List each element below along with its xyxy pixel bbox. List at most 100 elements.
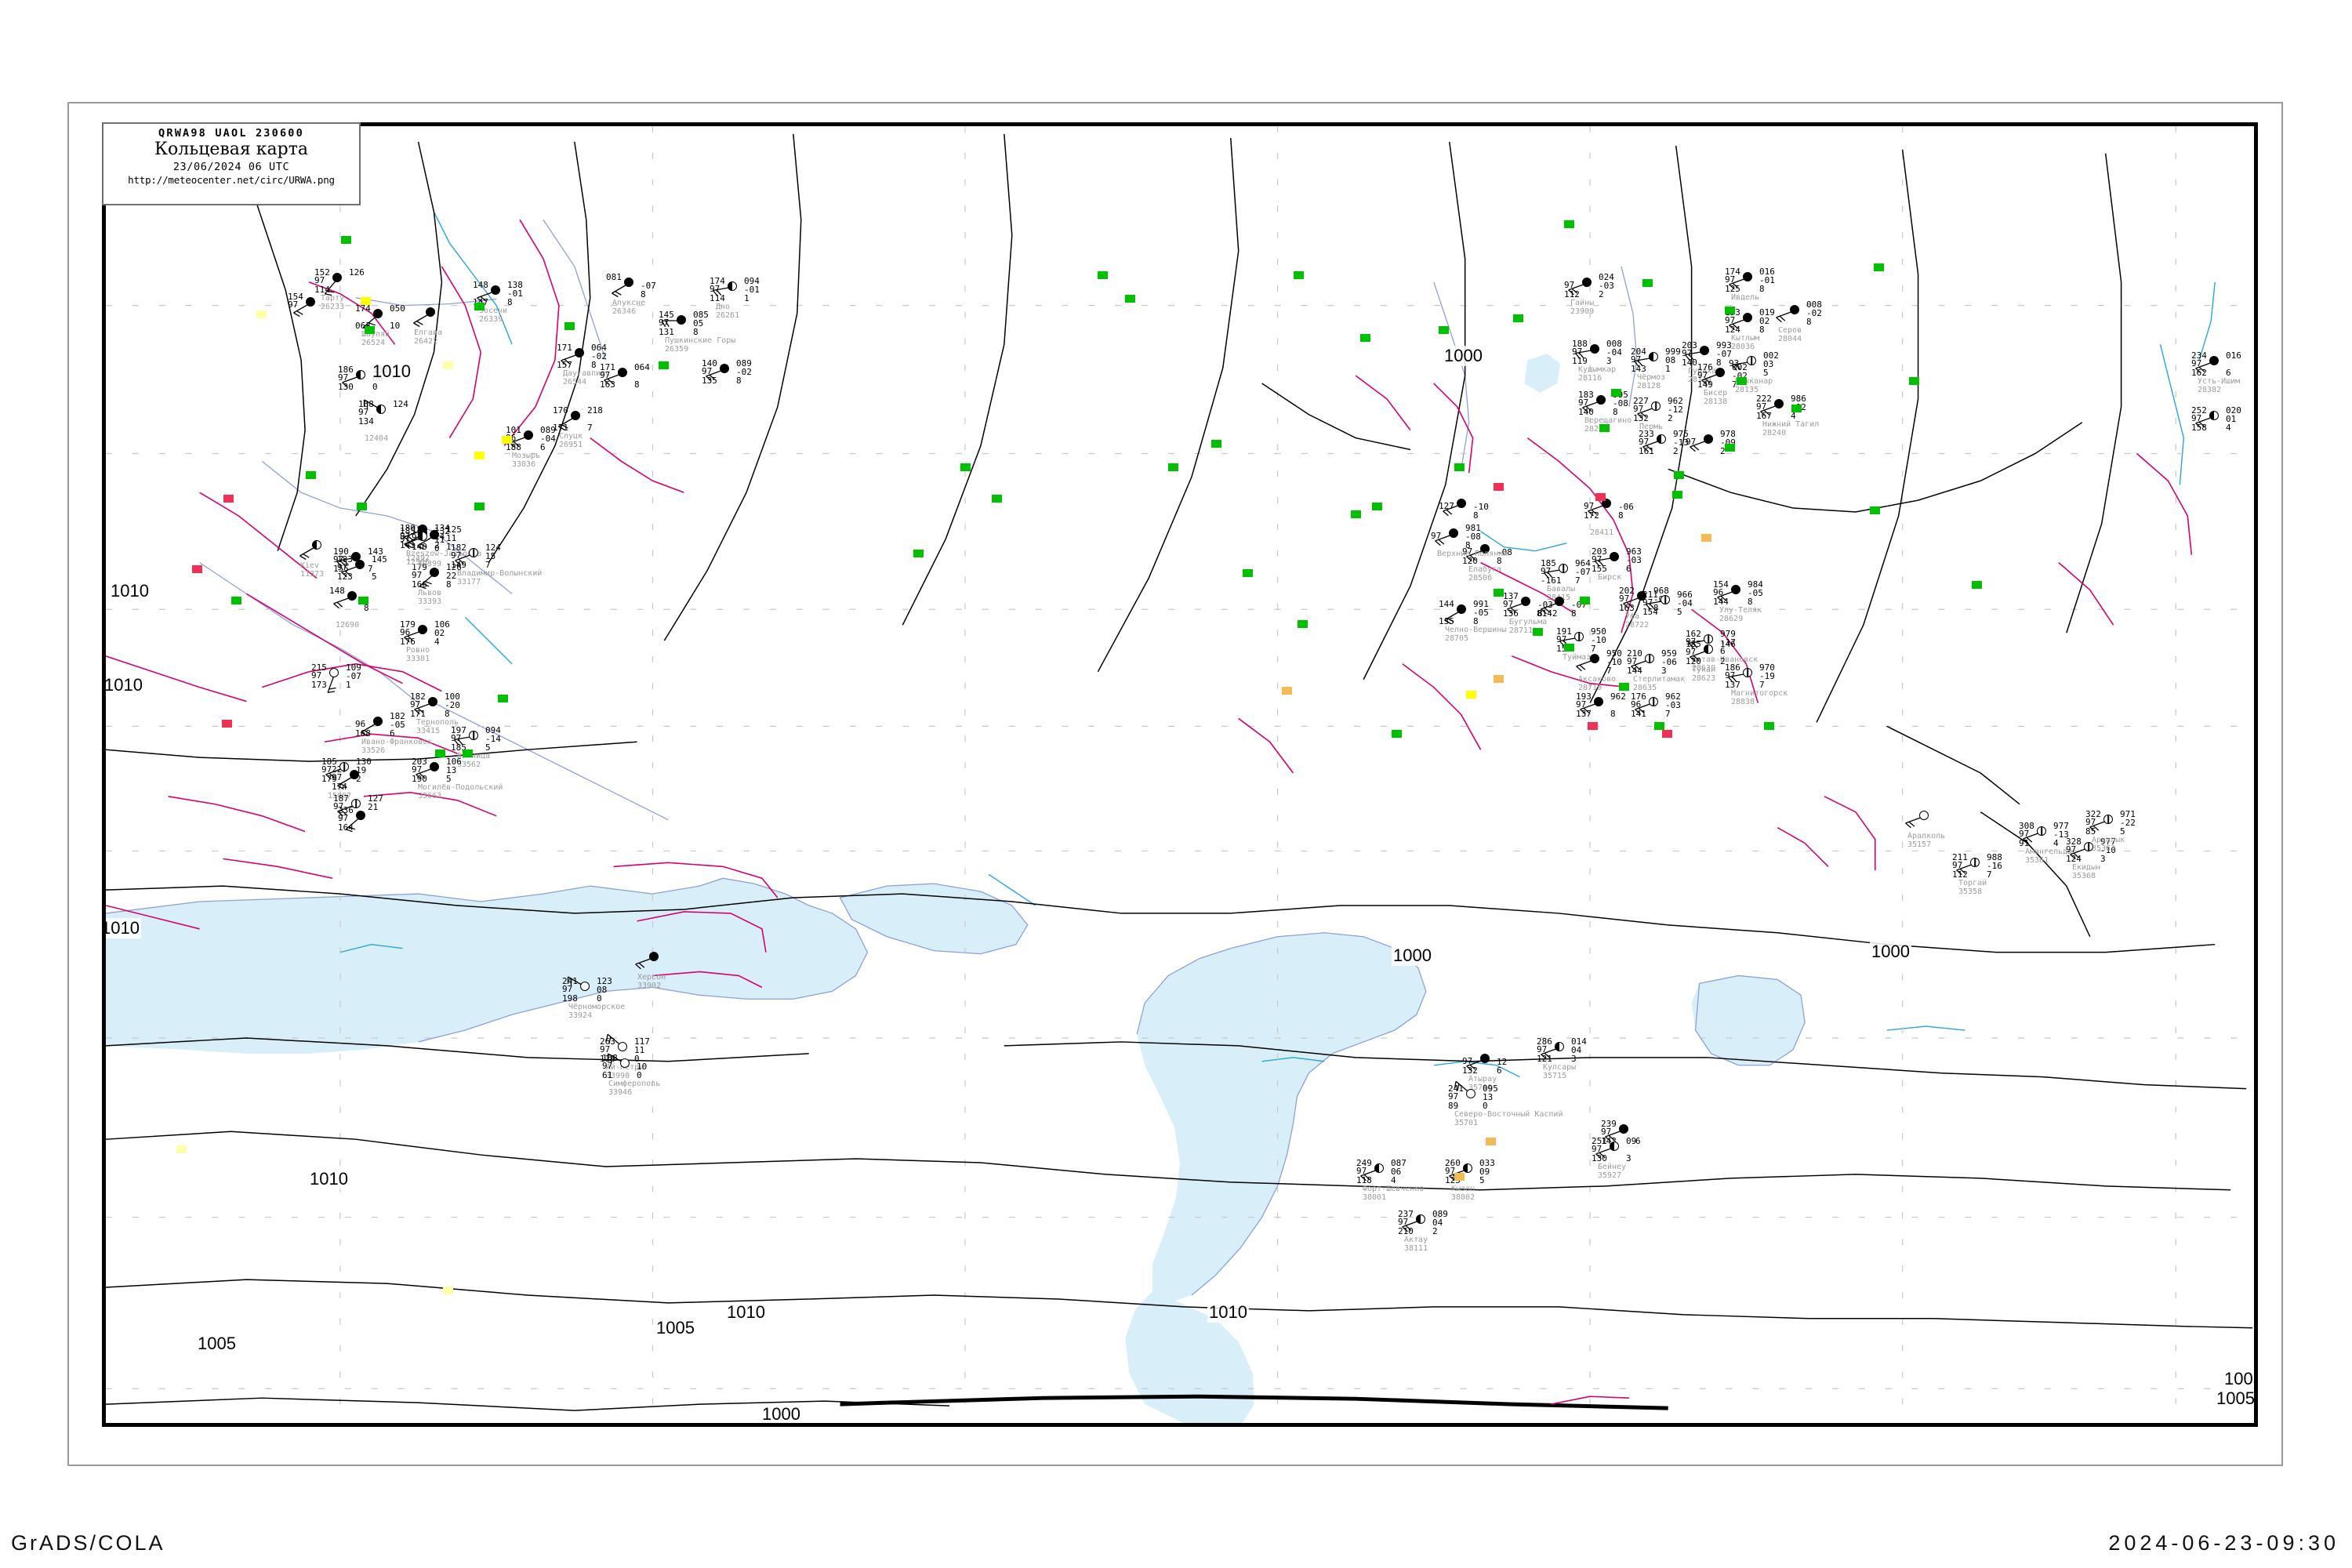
precipitation-flag-green xyxy=(1564,644,1574,652)
station-temperature: 96 xyxy=(355,719,366,729)
station-temperature: 96 xyxy=(400,627,411,637)
cloud-cover-symbol xyxy=(426,307,435,317)
station-wmo-id: 38001 xyxy=(1363,1193,1387,1202)
station-weather-code: 0 xyxy=(634,1054,640,1064)
station-pressure: 233 xyxy=(1639,429,1654,439)
cloud-cover-symbol xyxy=(1602,499,1611,508)
station-temperature: 97 xyxy=(600,370,611,380)
graticule xyxy=(106,126,2254,1423)
precipitation-flag-green xyxy=(365,326,375,334)
station-wmo-id: 26422 xyxy=(414,337,438,346)
cloud-cover-symbol xyxy=(312,540,321,550)
station-weather-code: 7 xyxy=(587,423,593,433)
station-name: Даугавпилс xyxy=(563,369,611,378)
valid-time: 23/06/2024 06 UTC xyxy=(172,161,290,173)
station-dewpoint: 063 xyxy=(355,321,371,331)
station-dewpoint: 185 xyxy=(451,742,466,753)
cloud-cover-symbol xyxy=(575,348,584,358)
station-temperature: 97 xyxy=(1686,637,1697,647)
station-weather-code: 8 xyxy=(446,579,452,590)
station-wmo-id: 26951 xyxy=(559,441,583,449)
station-temperature: 127 xyxy=(1439,501,1454,511)
station-name: Кызан xyxy=(1451,1185,1475,1193)
station-pressure: 185 xyxy=(1686,639,1701,649)
station-pressure-tendency: 950 xyxy=(1606,648,1622,659)
station-temperature: 97 xyxy=(600,1044,611,1054)
cloud-cover-symbol xyxy=(329,668,339,677)
station-wmo-id: 35368 xyxy=(2072,872,2096,880)
station-weather-code: 7 xyxy=(485,560,491,570)
station-pressure-change: -03 xyxy=(1665,700,1681,710)
station-wmo-id: 26544 xyxy=(563,378,587,387)
station-dewpoint: 123 xyxy=(337,572,353,582)
station-pressure: 186 xyxy=(338,365,354,375)
cloud-cover-symbol xyxy=(339,762,349,771)
station-wmo-id: 33036 xyxy=(512,460,536,469)
precipitation-flag-green xyxy=(1909,377,1919,385)
station-weather-code: 6 xyxy=(1635,1136,1641,1146)
station-pressure-tendency: 064 xyxy=(591,343,607,353)
precipitation-flag-green xyxy=(1372,503,1382,510)
station-pressure: 176 xyxy=(1697,362,1713,372)
station-wmo-id: 33393 xyxy=(418,597,442,606)
station-weather-code: 3 xyxy=(1626,1153,1632,1163)
station-wmo-id: 26261 xyxy=(716,311,740,320)
station-name: Бугульма xyxy=(1509,618,1548,626)
station-weather-code: 8 xyxy=(1806,317,1812,327)
cloud-cover-symbol xyxy=(373,309,383,318)
station-weather-code: 2 xyxy=(1668,413,1673,423)
station-dewpoint: 131 xyxy=(659,327,674,337)
precipitation-flag-green xyxy=(1439,326,1449,334)
precipitation-flag-orange xyxy=(1701,534,1711,542)
isobar-label: 1005 xyxy=(655,1318,696,1338)
station-pressure-change: 02 xyxy=(1759,316,1770,326)
station-temperature: 97 xyxy=(400,531,411,541)
station-weather-code: 2 xyxy=(434,540,440,550)
precipitation-flag-orange xyxy=(1494,675,1504,683)
station-pressure: 170 xyxy=(553,405,568,416)
station-weather-code: 1 xyxy=(446,542,452,552)
station-weather-code: 3 xyxy=(1606,356,1612,366)
cloud-cover-symbol xyxy=(430,530,439,539)
station-temperature: 97 xyxy=(1697,370,1708,380)
weather-map[interactable]: 1010 1000 1010 1010 1010 1000 1000 1010 … xyxy=(102,122,2258,1427)
station-pressure-change: 10 xyxy=(637,1062,648,1072)
station-temperature: 97 xyxy=(2191,358,2202,368)
station-dewpoint: 171 xyxy=(410,709,426,719)
isobar-label: 1005 xyxy=(2215,1388,2255,1409)
cloud-cover-symbol xyxy=(469,731,478,740)
isobar-label: 1010 xyxy=(106,918,141,938)
station-dewpoint: 143 xyxy=(1631,364,1646,374)
cloud-cover-symbol xyxy=(728,281,737,291)
station-pressure: 181 xyxy=(412,524,427,535)
station-pressure-tendency: 993 xyxy=(1716,340,1732,350)
station-wmo-id: 28216 xyxy=(1584,425,1609,434)
precipitation-flag-green xyxy=(498,695,508,702)
station-wmo-id: 33663 xyxy=(418,792,442,800)
precipitation-flag-orange xyxy=(1454,1173,1465,1181)
station-name: Могилёв-Подольский xyxy=(418,783,503,792)
map-canvas xyxy=(106,126,2254,1423)
station-wmo-id: 33415 xyxy=(416,727,441,735)
station-dewpoint: 135 xyxy=(702,376,717,386)
station-weather-code: 0 xyxy=(372,382,378,392)
cloud-cover-symbol xyxy=(1596,395,1606,405)
station-pressure-tendency: 019 xyxy=(1759,307,1775,318)
cloud-cover-symbol xyxy=(1449,528,1458,538)
station-wmo-id: 33301 xyxy=(406,655,430,663)
station-pressure: 251 xyxy=(1592,1136,1607,1146)
cloud-cover-symbol xyxy=(1463,1163,1472,1173)
station-wmo-id: 28382 xyxy=(2198,386,2222,394)
station-name: Катав-Ивановск xyxy=(1692,655,1759,664)
precipitation-flag-green xyxy=(1642,279,1653,287)
station-weather-code: 4 xyxy=(2053,838,2059,848)
station-weather-code: 10 xyxy=(390,321,401,331)
station-pressure-change: 15 xyxy=(485,551,496,561)
station-temperature: 97 xyxy=(288,299,299,310)
station-pressure-tendency: 125 xyxy=(446,524,462,535)
station-weather-code: 8 xyxy=(1759,284,1765,294)
cloud-cover-symbol xyxy=(418,532,427,541)
station-temperature: 97 xyxy=(1619,593,1630,604)
station-pressure-tendency: 127 xyxy=(368,793,383,804)
station-temperature: 97 xyxy=(1627,656,1638,666)
